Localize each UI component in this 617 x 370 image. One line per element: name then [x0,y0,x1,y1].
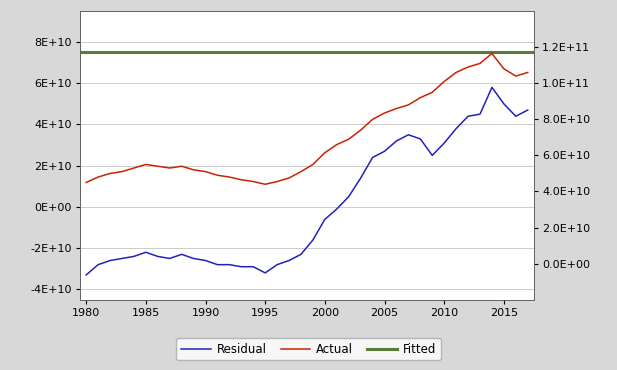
Actual [429,90,436,94]
Actual [83,180,90,185]
Actual [452,70,460,75]
Residual [416,137,424,141]
Residual [226,262,233,267]
Actual [154,164,162,168]
Actual [488,51,495,56]
Residual [166,256,173,261]
Actual [357,128,365,132]
Actual [309,162,317,166]
Residual [405,132,412,137]
Residual [262,271,269,275]
Actual [500,67,508,71]
Actual [130,166,138,170]
Actual [393,106,400,111]
Actual [238,178,245,182]
Legend: Residual, Actual, Fitted: Residual, Actual, Fitted [176,338,441,360]
Actual [262,182,269,186]
Residual [512,114,520,118]
Actual [249,179,257,184]
Line: Actual: Actual [86,54,528,184]
Actual [178,164,185,168]
Actual [297,169,305,174]
Actual [166,166,173,170]
Actual [226,175,233,179]
Actual [190,168,197,172]
Actual [333,142,341,147]
Residual [213,262,221,267]
Residual [488,85,495,90]
Actual [524,70,531,75]
Line: Residual: Residual [86,87,528,275]
Residual [142,250,149,255]
Residual [249,265,257,269]
Residual [190,256,197,261]
Actual [213,173,221,178]
Actual [405,102,412,107]
Actual [106,171,114,176]
Actual [465,65,472,69]
Residual [106,258,114,263]
Actual [285,176,292,180]
Residual [130,254,138,259]
Residual [465,114,472,118]
Actual [345,137,352,141]
Residual [369,155,376,160]
Actual [416,95,424,100]
Residual [429,153,436,158]
Actual [441,79,448,84]
Residual [452,127,460,131]
Residual [118,256,126,261]
Residual [178,252,185,256]
Residual [154,254,162,259]
Residual [94,262,102,267]
Actual [369,117,376,121]
Residual [524,108,531,112]
Residual [285,258,292,263]
Residual [357,176,365,180]
Residual [393,139,400,143]
Residual [345,194,352,199]
Residual [202,258,209,263]
Residual [83,273,90,277]
Residual [381,149,388,154]
Residual [476,112,484,117]
Actual [512,74,520,78]
Actual [202,169,209,174]
Residual [309,238,317,242]
Residual [273,262,281,267]
Residual [500,102,508,106]
Actual [381,111,388,115]
Residual [238,265,245,269]
Actual [118,169,126,174]
Actual [321,151,329,155]
Residual [333,207,341,211]
Residual [297,252,305,256]
Actual [142,162,149,166]
Residual [321,217,329,222]
Actual [273,179,281,184]
Residual [441,141,448,145]
Actual [476,61,484,65]
Actual [94,175,102,179]
